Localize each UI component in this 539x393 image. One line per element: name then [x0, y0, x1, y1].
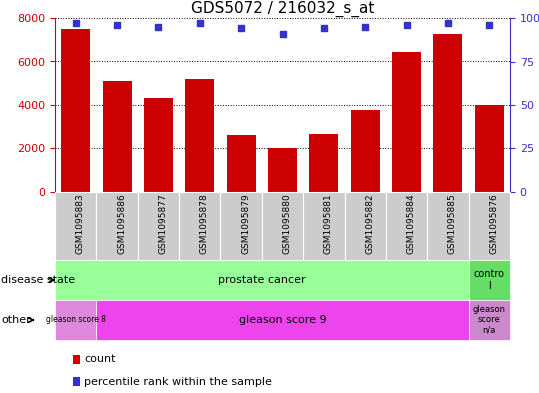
Point: [71, 20, 80, 26]
Bar: [61, 29, 90, 192]
Point: [444, 20, 452, 26]
Text: GSM1095876: GSM1095876: [489, 194, 499, 254]
Point: [113, 22, 121, 28]
Text: GSM1095878: GSM1095878: [200, 194, 209, 254]
Text: disease state: disease state: [1, 275, 75, 285]
Text: gleason
score
n/a: gleason score n/a: [473, 305, 506, 335]
Text: GSM1095882: GSM1095882: [365, 194, 374, 254]
Point: [402, 22, 411, 28]
Text: gleason score 8: gleason score 8: [46, 316, 106, 325]
Text: GSM1095877: GSM1095877: [158, 194, 168, 254]
Text: GSM1095880: GSM1095880: [282, 194, 292, 254]
Text: GSM1095883: GSM1095883: [75, 194, 85, 254]
Bar: [309, 134, 338, 192]
Text: prostate cancer: prostate cancer: [218, 275, 306, 285]
Text: GSM1095886: GSM1095886: [117, 194, 126, 254]
Text: GSM1095884: GSM1095884: [406, 194, 416, 254]
Text: other: other: [1, 315, 31, 325]
Text: gleason score 9: gleason score 9: [239, 315, 326, 325]
Point: [320, 25, 328, 31]
Point: [278, 31, 287, 37]
Bar: [268, 149, 297, 192]
Bar: [185, 79, 214, 192]
Bar: [144, 99, 173, 192]
Bar: [392, 52, 421, 192]
Bar: [102, 81, 132, 192]
Bar: [475, 105, 504, 192]
Text: percentile rank within the sample: percentile rank within the sample: [84, 377, 272, 387]
Bar: [227, 136, 255, 192]
Text: GSM1095885: GSM1095885: [448, 194, 457, 254]
Bar: [433, 34, 462, 192]
Text: count: count: [84, 354, 115, 364]
Text: contro
l: contro l: [474, 269, 505, 291]
Text: GSM1095881: GSM1095881: [324, 194, 333, 254]
Text: GSM1095879: GSM1095879: [241, 194, 250, 254]
Point: [196, 20, 204, 26]
Point: [361, 24, 370, 30]
Title: GDS5072 / 216032_s_at: GDS5072 / 216032_s_at: [191, 0, 374, 17]
Point: [485, 22, 494, 28]
Bar: [351, 110, 379, 192]
Point: [154, 24, 163, 30]
Point: [237, 25, 245, 31]
